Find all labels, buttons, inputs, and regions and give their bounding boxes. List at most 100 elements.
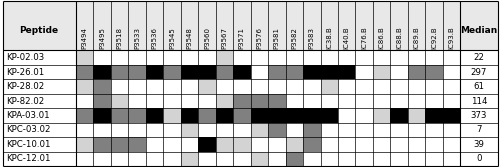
Bar xyxy=(180,123,198,137)
Bar xyxy=(110,94,128,108)
Bar xyxy=(373,108,390,123)
Bar xyxy=(286,79,303,94)
Bar xyxy=(356,65,373,79)
Bar xyxy=(198,65,216,79)
Bar xyxy=(268,123,285,137)
Bar xyxy=(268,137,285,152)
Bar xyxy=(408,94,426,108)
Bar xyxy=(268,152,285,166)
Bar xyxy=(180,108,198,123)
Bar xyxy=(338,65,355,79)
Text: IC89.B: IC89.B xyxy=(414,26,420,49)
Bar xyxy=(286,108,303,123)
Bar xyxy=(128,50,146,65)
Bar xyxy=(320,65,338,79)
Bar xyxy=(2,152,498,166)
Bar xyxy=(390,137,408,152)
Bar xyxy=(320,108,338,123)
Bar xyxy=(390,50,408,65)
Bar xyxy=(2,123,498,137)
Bar xyxy=(250,94,268,108)
Bar xyxy=(180,79,198,94)
Bar xyxy=(146,108,163,123)
Text: P3581: P3581 xyxy=(274,27,280,49)
Bar xyxy=(216,79,233,94)
Bar xyxy=(373,65,390,79)
Text: P3567: P3567 xyxy=(222,27,228,49)
Bar xyxy=(443,94,460,108)
Bar xyxy=(426,137,443,152)
Bar xyxy=(303,50,320,65)
Bar xyxy=(268,50,285,65)
Bar xyxy=(390,65,408,79)
Bar xyxy=(390,123,408,137)
Bar xyxy=(76,108,93,123)
Bar xyxy=(198,108,216,123)
Text: P3495: P3495 xyxy=(99,27,105,49)
Text: IC88.B: IC88.B xyxy=(396,26,402,49)
Bar xyxy=(110,108,128,123)
Bar xyxy=(163,137,180,152)
Text: P3518: P3518 xyxy=(116,27,122,49)
Text: IC38.B: IC38.B xyxy=(326,26,332,49)
Bar xyxy=(146,65,163,79)
Bar xyxy=(128,152,146,166)
Text: KPC-10.01: KPC-10.01 xyxy=(6,140,51,149)
Bar xyxy=(93,94,110,108)
Text: 373: 373 xyxy=(470,111,487,120)
Bar xyxy=(268,65,285,79)
Bar xyxy=(233,123,250,137)
Bar xyxy=(338,94,355,108)
Text: P3545: P3545 xyxy=(169,27,175,49)
Bar xyxy=(268,94,285,108)
Bar xyxy=(338,50,355,65)
Bar xyxy=(286,94,303,108)
Bar xyxy=(373,123,390,137)
Bar xyxy=(320,50,338,65)
Text: KPC-03.02: KPC-03.02 xyxy=(6,125,51,134)
Bar xyxy=(128,79,146,94)
Text: 61: 61 xyxy=(474,82,484,91)
Text: IC40.B: IC40.B xyxy=(344,26,349,49)
Bar xyxy=(93,79,110,94)
Bar xyxy=(303,79,320,94)
Bar xyxy=(320,152,338,166)
Bar xyxy=(286,50,303,65)
Bar xyxy=(303,152,320,166)
Bar xyxy=(356,94,373,108)
Bar xyxy=(110,123,128,137)
Bar xyxy=(356,108,373,123)
Bar xyxy=(356,50,373,65)
Bar xyxy=(250,137,268,152)
Bar xyxy=(250,50,268,65)
Bar xyxy=(443,65,460,79)
Text: P3583: P3583 xyxy=(309,27,315,49)
Bar xyxy=(216,50,233,65)
Text: Peptide: Peptide xyxy=(20,26,59,35)
Bar xyxy=(303,108,320,123)
Bar xyxy=(146,123,163,137)
Bar xyxy=(163,108,180,123)
Bar xyxy=(390,152,408,166)
Bar xyxy=(2,65,498,79)
Bar xyxy=(110,65,128,79)
Bar xyxy=(180,65,198,79)
Bar xyxy=(426,79,443,94)
Bar xyxy=(320,137,338,152)
Bar xyxy=(146,94,163,108)
Bar xyxy=(373,137,390,152)
Bar xyxy=(303,123,320,137)
Bar xyxy=(338,152,355,166)
Bar xyxy=(426,50,443,65)
Bar xyxy=(356,123,373,137)
Text: Median: Median xyxy=(460,26,498,35)
Bar xyxy=(163,50,180,65)
Bar xyxy=(320,123,338,137)
Bar xyxy=(76,65,93,79)
Text: 0: 0 xyxy=(476,154,482,163)
Text: P3571: P3571 xyxy=(239,27,245,49)
Bar xyxy=(128,108,146,123)
Bar xyxy=(408,108,426,123)
Text: P3576: P3576 xyxy=(256,27,262,49)
Bar xyxy=(2,108,498,123)
